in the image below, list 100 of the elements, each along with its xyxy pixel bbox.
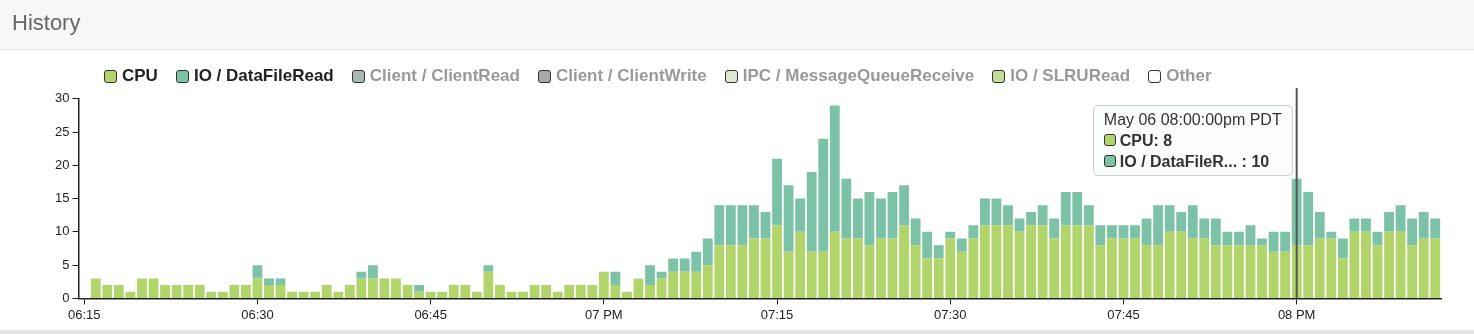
bar	[1384, 231, 1394, 298]
bar	[1257, 245, 1267, 298]
bar	[1118, 225, 1129, 239]
bar	[668, 258, 679, 272]
bar	[113, 285, 124, 298]
bar	[1130, 225, 1140, 239]
bar	[137, 278, 147, 298]
bar	[622, 291, 632, 298]
bar	[956, 238, 967, 252]
bar	[864, 245, 875, 298]
bar	[887, 191, 898, 239]
bar	[1026, 211, 1036, 226]
x-tick-label: 08 PM	[1277, 306, 1316, 322]
annotation: May 06 08:00:00pm PDT	[1103, 109, 1282, 130]
bar	[1268, 251, 1279, 298]
bar	[656, 278, 667, 298]
bar	[1268, 231, 1279, 252]
bar	[749, 205, 759, 239]
y-tick-label: 20	[54, 156, 70, 172]
bar	[1407, 218, 1418, 246]
bar	[368, 278, 378, 298]
bar	[264, 285, 274, 298]
bar	[737, 205, 748, 246]
bar	[633, 278, 644, 298]
bar	[414, 285, 424, 292]
x-tick-label: 06:30	[241, 306, 274, 322]
bar	[852, 198, 863, 239]
y-tick-label: 30	[54, 90, 70, 106]
bar	[968, 225, 979, 239]
bar	[1234, 231, 1244, 246]
bar	[240, 285, 251, 298]
bar	[356, 271, 367, 279]
bar	[876, 238, 886, 298]
bar	[933, 245, 944, 259]
bar	[264, 278, 274, 286]
legend-label: Client / ClientRead	[369, 66, 520, 86]
bar	[1372, 245, 1383, 298]
bar	[252, 278, 263, 298]
legend-label: IO / DataFileRead	[193, 66, 334, 86]
bar	[1395, 231, 1406, 298]
bar	[160, 285, 170, 298]
bar	[1095, 225, 1106, 246]
bar	[495, 285, 505, 298]
legend-label: IPC / MessageQueueReceive	[742, 66, 975, 86]
bar	[668, 271, 679, 298]
annotation: CPU: 8	[1119, 130, 1173, 151]
x-tick-label: 07:45	[1107, 306, 1140, 322]
bar	[991, 198, 1002, 226]
bar	[725, 205, 736, 246]
bar	[760, 211, 771, 239]
bar	[148, 278, 159, 298]
y-tick-label: 15	[54, 190, 70, 206]
y-tick-label: 10	[54, 223, 70, 239]
x-tick-label: 06:15	[67, 306, 101, 322]
bar	[1280, 251, 1291, 298]
bar	[506, 291, 517, 298]
bar	[1395, 205, 1406, 232]
bar	[287, 291, 297, 298]
bar	[1361, 218, 1371, 232]
bar	[541, 285, 552, 298]
x-tick-label: 07:15	[760, 306, 794, 322]
bar	[899, 225, 909, 298]
bar	[1107, 225, 1117, 239]
bar	[1118, 238, 1129, 298]
y-tick-label: 0	[62, 289, 70, 305]
bar	[725, 245, 736, 298]
bar	[610, 271, 621, 286]
bar	[125, 291, 136, 298]
bar	[876, 198, 886, 239]
bar	[1337, 238, 1348, 259]
bar	[1083, 205, 1094, 226]
bar	[645, 285, 655, 298]
legend-label: CPU	[122, 66, 158, 86]
bar	[1349, 218, 1360, 232]
bar	[945, 231, 956, 239]
bar	[1003, 225, 1013, 298]
bar	[979, 225, 990, 298]
bar	[749, 238, 759, 298]
bar	[864, 191, 875, 246]
bar	[1153, 205, 1164, 246]
bar	[414, 291, 424, 298]
x-tick-label: 07 PM	[585, 306, 623, 322]
bar	[991, 225, 1002, 298]
bar	[402, 285, 413, 298]
bar	[1245, 245, 1256, 298]
bar	[1141, 218, 1152, 246]
bar	[1107, 238, 1117, 298]
bar	[1130, 238, 1140, 298]
bar	[887, 238, 898, 298]
bar	[368, 265, 378, 279]
legend-label: Other	[1166, 66, 1212, 86]
bar	[979, 198, 990, 226]
bar	[1280, 231, 1291, 252]
y-tick-label: 25	[54, 123, 70, 139]
bar	[275, 278, 286, 286]
bar	[899, 185, 909, 226]
bar	[275, 285, 286, 298]
bar	[1407, 245, 1418, 298]
bar	[1384, 211, 1394, 232]
bar	[1003, 205, 1013, 226]
